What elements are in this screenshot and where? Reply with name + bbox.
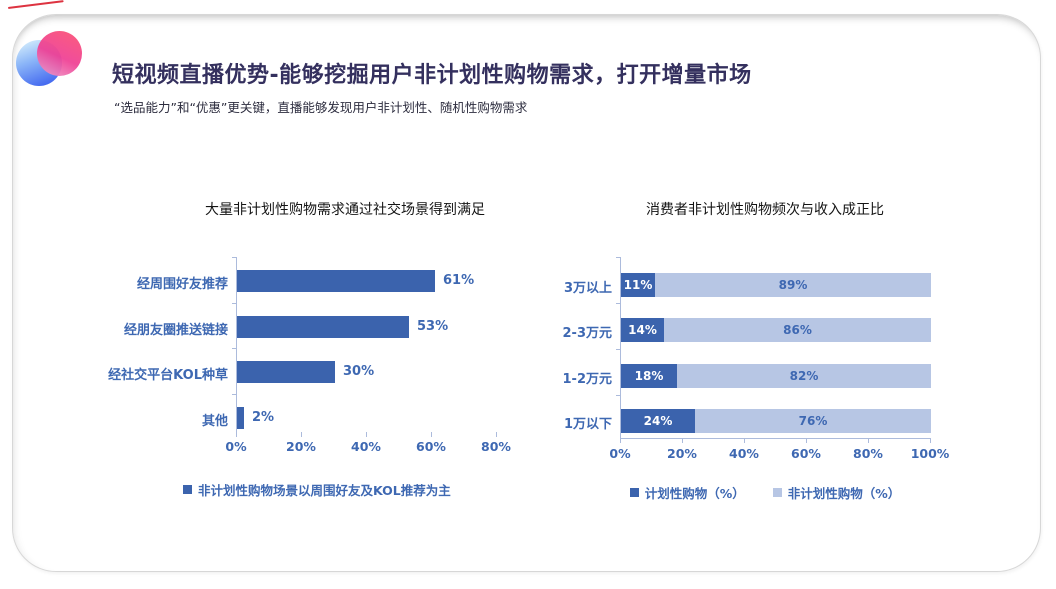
- left-chart-legend: 非计划性购物场景以周围好友及KOL推荐为主: [183, 480, 451, 499]
- stacked-bar-segment-planned: 11%: [621, 273, 655, 297]
- x-axis-tick: [366, 432, 367, 437]
- category-label: 2-3万元: [562, 326, 613, 341]
- red-corner-accent-line: [7, 0, 64, 9]
- logo-pink-circle-icon: [37, 31, 82, 76]
- y-axis-minor-tick: [616, 349, 620, 350]
- x-tick-label: 0%: [225, 439, 247, 454]
- y-axis-minor-tick: [616, 303, 620, 304]
- left-chart-title: 大量非计划性购物需求通过社交场景得到满足: [205, 202, 485, 218]
- y-axis-minor-tick: [232, 348, 236, 349]
- x-tick-label: 0%: [609, 446, 631, 461]
- page-subtitle: “选品能力”和“优惠”更关键，直播能够发现用户非计划性、随机性购物需求: [114, 100, 528, 115]
- legend-item-planned: 计划性购物（%）: [629, 483, 745, 502]
- x-tick-label: 60%: [791, 446, 821, 461]
- legend-square-icon: [183, 485, 192, 494]
- right-chart-title: 消费者非计划性购物频次与收入成正比: [646, 202, 884, 218]
- category-label: 1万以下: [563, 417, 612, 432]
- x-axis-tick: [301, 432, 302, 437]
- category-label: 3万以上: [563, 281, 612, 296]
- page-title: 短视频直播优势-能够挖掘用户非计划性购物需求，打开增量市场: [112, 63, 752, 88]
- x-tick-label: 40%: [351, 439, 381, 454]
- legend-square-light-icon: [772, 488, 782, 497]
- bar: [237, 270, 435, 292]
- legend-label: 非计划性购物（%）: [787, 486, 901, 501]
- x-axis-tick: [682, 438, 683, 443]
- category-label: 经朋友圈推送链接: [123, 323, 228, 338]
- x-tick-label: 80%: [853, 446, 883, 461]
- right-chart-legend: 计划性购物（%） 非计划性购物（%）: [555, 483, 975, 502]
- category-label: 经周围好友推荐: [136, 277, 228, 292]
- x-axis-tick: [930, 438, 931, 443]
- x-axis-tick: [496, 432, 497, 437]
- stacked-bar-segment-planned: 18%: [621, 364, 677, 388]
- brand-logo-icon: [14, 29, 84, 89]
- bar: [237, 407, 244, 429]
- legend-label: 非计划性购物场景以周围好友及KOL推荐为主: [198, 483, 451, 498]
- bar-value-label: 30%: [343, 364, 375, 379]
- x-axis-tick: [431, 432, 432, 437]
- x-axis-tick: [620, 438, 621, 443]
- y-axis-minor-tick: [232, 394, 236, 395]
- stacked-bar-segment-planned: 14%: [621, 318, 664, 342]
- bar-value-label: 2%: [252, 410, 275, 425]
- category-label: 其他: [201, 414, 228, 429]
- y-axis-minor-tick: [232, 303, 236, 304]
- stacked-bar-segment-unplanned: 89%: [655, 273, 931, 297]
- bar: [237, 316, 409, 338]
- stacked-bar-segment-unplanned: 86%: [664, 318, 931, 342]
- bar-value-label: 61%: [443, 273, 475, 288]
- stacked-bar-segment-unplanned: 76%: [695, 409, 931, 433]
- stacked-bar-segment-unplanned: 82%: [677, 364, 931, 388]
- bar: [237, 361, 335, 383]
- x-axis-tick: [868, 438, 869, 443]
- x-axis-tick: [806, 438, 807, 443]
- x-tick-label: 60%: [416, 439, 446, 454]
- x-tick-label: 100%: [910, 446, 950, 461]
- category-label: 经社交平台KOL种草: [108, 368, 228, 383]
- x-axis-tick: [744, 438, 745, 443]
- category-label: 1-2万元: [562, 372, 613, 387]
- legend-label: 计划性购物（%）: [644, 486, 745, 501]
- x-axis-line: [620, 438, 931, 439]
- y-axis-minor-tick: [616, 395, 620, 396]
- x-tick-label: 80%: [481, 439, 511, 454]
- x-tick-label: 40%: [729, 446, 759, 461]
- y-axis-line: [236, 257, 237, 432]
- x-tick-label: 20%: [667, 446, 697, 461]
- y-axis-line: [620, 257, 621, 438]
- y-axis-minor-tick: [232, 257, 236, 258]
- legend-square-dark-icon: [629, 488, 639, 497]
- stacked-bar-segment-planned: 24%: [621, 409, 695, 433]
- legend-item-unplanned: 非计划性购物（%）: [772, 483, 901, 502]
- x-tick-label: 20%: [286, 439, 316, 454]
- x-axis-tick: [236, 432, 237, 437]
- y-axis-minor-tick: [616, 257, 620, 258]
- bar-value-label: 53%: [417, 319, 449, 334]
